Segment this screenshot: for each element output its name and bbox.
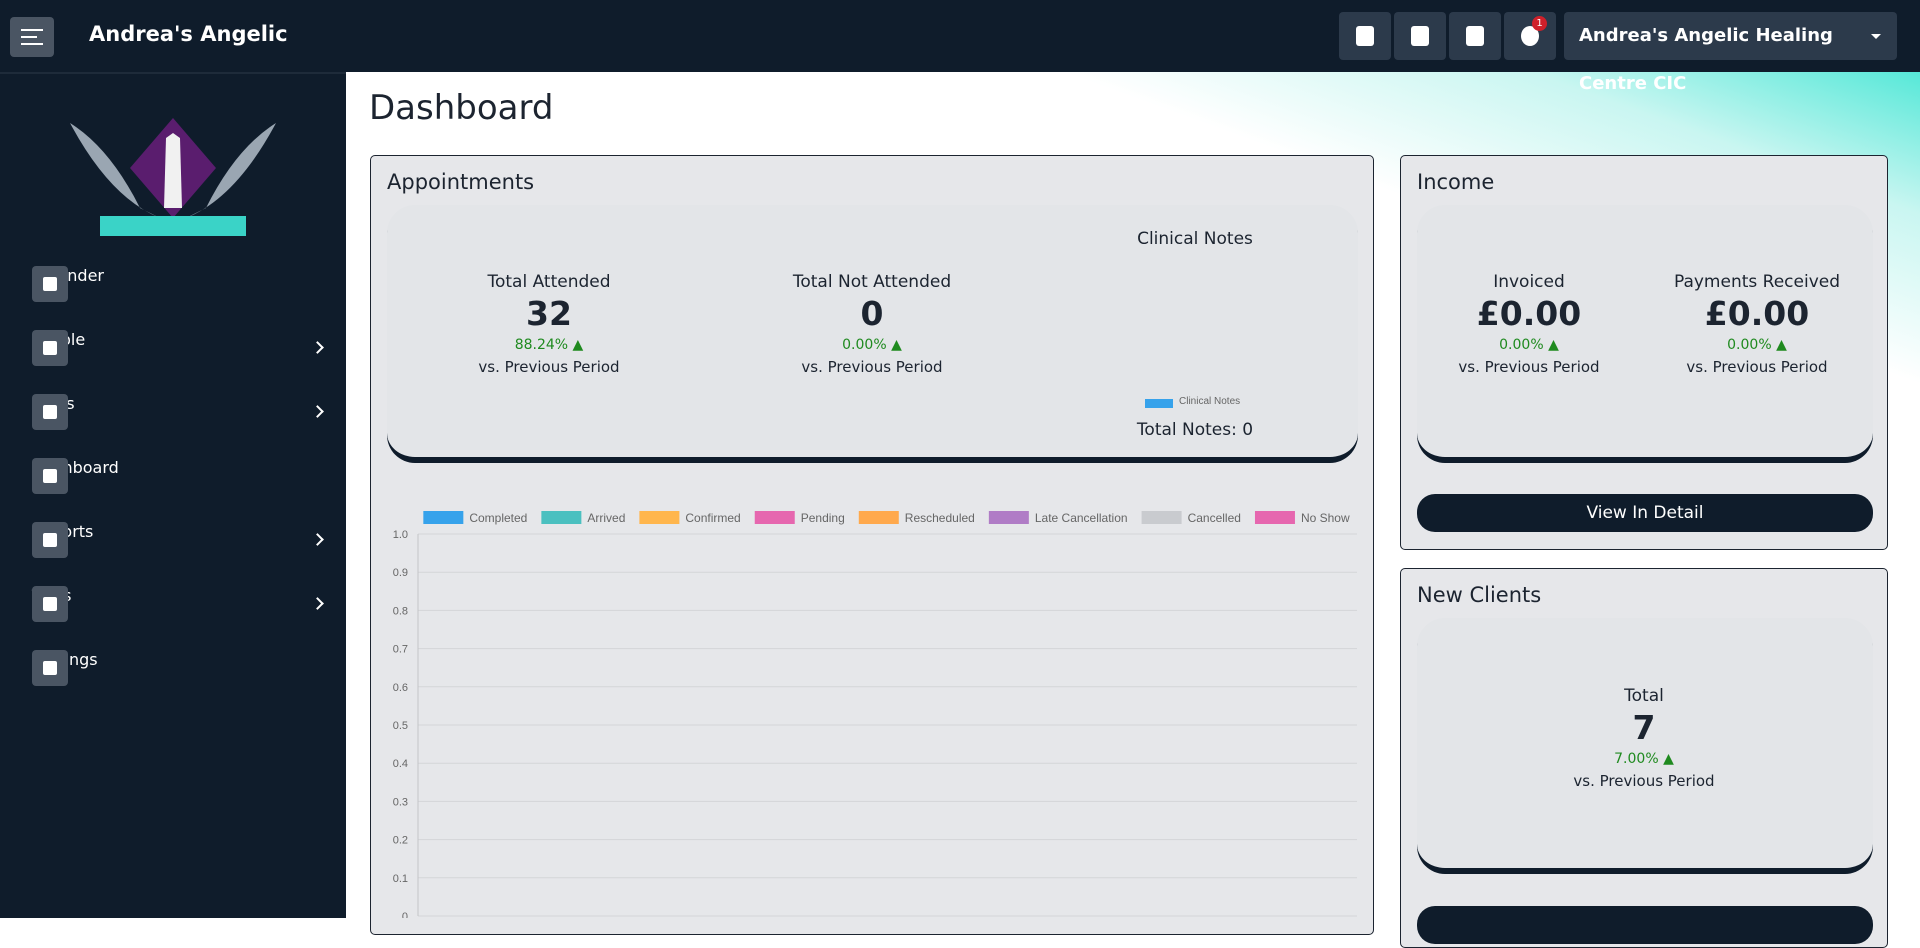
stat-value: £0.00	[1704, 294, 1810, 333]
legend-label: Late Cancellation	[1035, 511, 1128, 525]
menu-button[interactable]	[10, 17, 54, 57]
stat-change: 7.00%	[1494, 751, 1794, 767]
stat-period: vs. Previous Period	[478, 358, 620, 376]
y-tick-label: 0.4	[393, 758, 408, 770]
legend-label: No Show	[1301, 511, 1350, 525]
nav-icon	[32, 394, 68, 430]
stat-change: 0.00%	[1607, 337, 1907, 353]
legend-label: Arrived	[587, 511, 625, 525]
stat-label: Total Not Attended	[792, 272, 952, 292]
income-card: Income Invoiced£0.000.00%vs. Previous Pe…	[1400, 155, 1888, 550]
card-title: New Clients	[1417, 583, 1542, 607]
brand: Andrea's Angelic	[89, 22, 288, 46]
stat-label: Payments Received	[1673, 272, 1841, 292]
stat-period: vs. Previous Period	[801, 358, 943, 376]
legend-label: Pending	[801, 511, 845, 525]
legend-swatch	[1254, 511, 1295, 524]
nav-item[interactable]: People	[32, 330, 324, 366]
page: Andrea's Angelic 1 Andrea's Angelic Heal…	[0, 0, 1920, 918]
legend-swatch	[541, 511, 582, 524]
stat-label: Total	[1624, 686, 1664, 706]
calendar-button[interactable]	[1449, 12, 1501, 60]
nav-icon	[32, 650, 68, 686]
stat-value: £0.00	[1476, 294, 1582, 333]
notification-badge: 1	[1532, 16, 1547, 31]
stat-change: 0.00%	[1379, 337, 1679, 353]
card-title: Appointments	[387, 170, 535, 194]
nav-icon	[32, 522, 68, 558]
clinical-notes-title: Clinical Notes	[1137, 229, 1253, 249]
appointments-card: Appointments Clinical Notes Clinical Not…	[370, 155, 1374, 935]
organisation-select[interactable]: Andrea's Angelic Healing Centre CIC	[1564, 12, 1897, 94]
stat-period: vs. Previous Period	[1573, 772, 1715, 790]
stat-value: 32	[526, 294, 572, 333]
y-tick-label: 0	[402, 911, 408, 918]
nav-icon	[32, 330, 68, 366]
y-tick-label: 0.1	[393, 873, 408, 885]
appointments-summary: Clinical Notes Clinical Notes Total Note…	[387, 205, 1358, 461]
nav-icon	[32, 266, 68, 302]
tasks-button[interactable]	[1504, 12, 1556, 60]
page-title: Dashboard	[369, 88, 554, 128]
stat-value: 0	[860, 294, 884, 333]
legend-swatch	[858, 511, 899, 524]
nav-icon	[32, 586, 68, 622]
clipboard-button[interactable]	[1394, 12, 1446, 60]
legend-label: Confirmed	[685, 511, 740, 525]
nav-item[interactable]: Dashboard	[32, 458, 322, 494]
stat-change: 0.00%	[722, 337, 1022, 353]
legend-swatch	[1145, 399, 1173, 408]
nav-item[interactable]: Calender	[32, 266, 322, 302]
y-tick-label: 0.5	[393, 720, 408, 732]
legend-label: Clinical Notes	[1179, 396, 1241, 407]
legend-label: Completed	[469, 511, 527, 525]
nav-item[interactable]: Reports	[32, 522, 324, 558]
y-tick-label: 0.6	[393, 682, 408, 694]
stat-period: vs. Previous Period	[1686, 358, 1828, 376]
y-tick-label: 1.0	[393, 529, 408, 541]
income-summary: Invoiced£0.000.00%vs. Previous PeriodPay…	[1417, 205, 1873, 461]
stat-change: 88.24%	[399, 337, 699, 353]
total-notes: Total Notes: 0	[1136, 420, 1254, 440]
nav-item[interactable]: Sales	[32, 394, 324, 430]
stat-value: 7	[1632, 708, 1656, 747]
nav-item[interactable]: Tools	[32, 586, 324, 622]
legend-swatch	[639, 511, 680, 524]
legend-swatch	[1141, 511, 1182, 524]
legend-swatch	[988, 511, 1029, 524]
card-title: Income	[1417, 170, 1495, 194]
legend-label: Rescheduled	[905, 511, 975, 525]
y-tick-label: 0.9	[393, 567, 408, 579]
nav-icon	[32, 458, 68, 494]
y-tick-label: 0.8	[393, 605, 408, 617]
view-detail-button[interactable]: View In Detail	[1417, 494, 1873, 532]
y-tick-label: 0.7	[393, 644, 408, 656]
legend-label: Cancelled	[1188, 511, 1241, 525]
nav-item[interactable]: Settings	[32, 650, 322, 686]
legend-swatch	[754, 511, 795, 524]
reports-button[interactable]	[1339, 12, 1391, 60]
legend-swatch	[423, 511, 464, 524]
stat-label: Total Attended	[487, 272, 611, 292]
appointments-chart: 0 0.1 0.2 0.3 0.4 0.5 0.6 0.7 0.8 0.9 1.0 Completed…	[393, 511, 1357, 918]
header: Andrea's Angelic 1 Andrea's Angelic Heal…	[0, 0, 1920, 94]
logo	[70, 118, 276, 236]
y-tick-label: 0.2	[393, 835, 408, 847]
stat-period: vs. Previous Period	[1458, 358, 1600, 376]
sidebar: Calender People Sales Dashboard Reports Tools…	[0, 72, 346, 918]
stat-label: Invoiced	[1493, 272, 1565, 292]
y-tick-label: 0.3	[393, 796, 408, 808]
